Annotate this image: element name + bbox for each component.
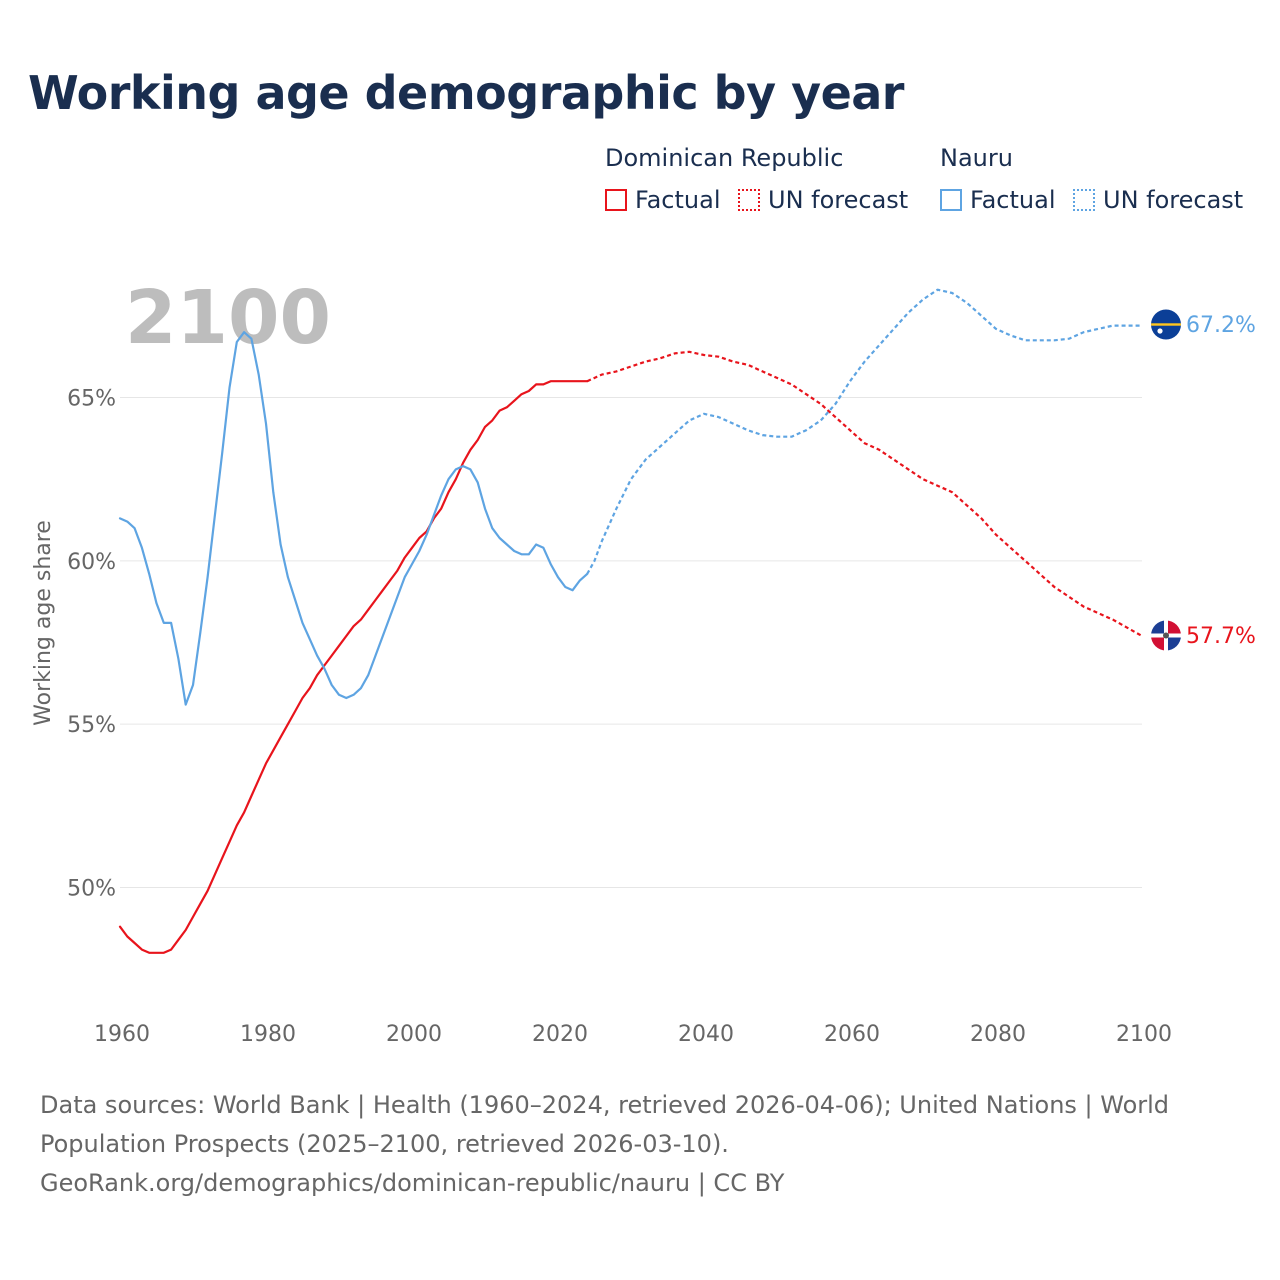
sources-line-1: Data sources: World Bank | Health (1960–… [40,1091,1170,1119]
end-value-label-nauru: 67.2% [1186,313,1256,338]
x-tick-label: 2020 [532,1022,588,1047]
legend-swatch-dotted-blue [1073,189,1095,211]
legend-swatch-dotted-red [738,189,760,211]
y-tick-label: 60% [67,550,116,575]
x-tick-label: 2080 [970,1022,1026,1047]
data-sources: Data sources: World Bank | Health (1960–… [40,1086,1170,1203]
nauru-flag-icon [1151,309,1181,340]
chart-title: Working age demographic by year [28,66,905,120]
sources-line-2: Population Prospects (2025–2100, retriev… [40,1130,729,1158]
legend-label: UN forecast [1103,186,1244,214]
series-line-nauru-forecast [586,288,1142,575]
legend-item-dr-factual[interactable]: Factual [605,184,721,216]
x-tick-label: 1980 [240,1022,296,1047]
x-tick-label: 1960 [94,1022,150,1047]
legend-swatch-solid-red [605,189,627,211]
x-tick-label: 2000 [386,1022,442,1047]
legend-group-dominican-republic: Dominican Republic [605,144,844,172]
sources-line-3: GeoRank.org/demographics/dominican-repub… [40,1169,785,1197]
series-line-nauru-factual [118,331,589,706]
legend-label: Factual [635,186,721,214]
series-line-dominican-republic-forecast [586,350,1143,637]
x-tick-label: 2100 [1116,1022,1172,1047]
legend-swatch-solid-blue [940,189,962,211]
x-tick-label: 2060 [824,1022,880,1047]
line-chart: 2100 50% 55% 60% 65% 1960 1980 2000 2020 2040 20… [31,275,1256,1047]
legend-label: UN forecast [768,186,909,214]
legend-item-nauru-forecast[interactable]: UN forecast [1073,184,1243,216]
x-tick-label: 2040 [678,1022,734,1047]
legend-item-nauru-factual[interactable]: Factual [940,184,1056,216]
series-line-dominican-republic-factual [118,380,589,954]
end-value-label-dominican-republic: 57.7% [1186,624,1256,649]
y-tick-label: 50% [67,877,116,902]
dominican-republic-flag-icon [1151,620,1181,651]
y-axis-label: Working age share [31,520,56,726]
legend-group-nauru: Nauru [940,144,1013,172]
y-tick-label: 55% [67,713,116,738]
year-watermark: 2100 [125,275,331,361]
legend-item-dr-forecast[interactable]: UN forecast [738,184,908,216]
y-tick-label: 65% [67,387,116,412]
legend-label: Factual [970,186,1056,214]
